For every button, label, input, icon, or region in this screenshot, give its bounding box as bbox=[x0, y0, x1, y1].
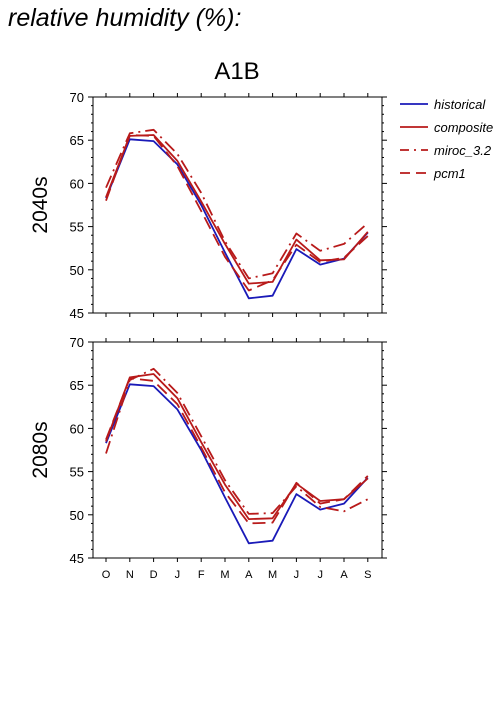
series-line-pcm1 bbox=[105, 134, 369, 292]
x-tick-label: D bbox=[150, 569, 158, 581]
x-tick-label: A bbox=[245, 569, 253, 581]
y-tick-label: 65 bbox=[70, 133, 84, 148]
x-tick-label: A bbox=[340, 569, 348, 581]
y-tick-label: 45 bbox=[70, 306, 84, 321]
series-line-composite bbox=[105, 373, 369, 520]
panel-2040s: 45 50 55 60 65 70 2040s bbox=[29, 90, 387, 321]
row-label-2080s: 2080s bbox=[29, 421, 52, 478]
legend-label-pcm1: pcm1 bbox=[433, 166, 466, 181]
series-line-pcm1 bbox=[105, 377, 369, 525]
legend-label-composite: composite bbox=[434, 120, 493, 135]
x-tick-label: J bbox=[294, 569, 300, 581]
y-tick-label: 60 bbox=[70, 176, 84, 191]
plot-frame bbox=[92, 341, 383, 559]
series-line-composite bbox=[105, 134, 369, 285]
y-tick-label: 50 bbox=[70, 263, 84, 278]
x-tick-label: O bbox=[102, 569, 111, 581]
series-line-miroc_3.2 bbox=[105, 128, 369, 280]
legend: historical composite miroc_3.2 pcm1 bbox=[400, 97, 493, 181]
y-tick-label: 65 bbox=[70, 378, 84, 393]
x-tick-label: M bbox=[268, 569, 277, 581]
series-line-historical bbox=[105, 138, 369, 300]
y-tick-label: 55 bbox=[70, 465, 84, 480]
y-tick-label: 70 bbox=[70, 90, 84, 105]
series-line-miroc_3.2 bbox=[105, 367, 369, 515]
row-label-2040s: 2040s bbox=[29, 176, 52, 233]
series-line-historical bbox=[105, 383, 369, 545]
y-tick-label: 50 bbox=[70, 508, 84, 523]
panel-title: A1B bbox=[214, 58, 259, 85]
page-title: relative humidity (%): bbox=[8, 4, 242, 32]
y-tick-label: 70 bbox=[70, 335, 84, 350]
plot-frame bbox=[92, 96, 383, 314]
x-tick-label: N bbox=[126, 569, 134, 581]
x-tick-label: S bbox=[364, 569, 371, 581]
y-tick-label: 60 bbox=[70, 421, 84, 436]
x-tick-label: J bbox=[317, 569, 323, 581]
y-tick-label: 45 bbox=[70, 551, 84, 566]
legend-label-historical: historical bbox=[434, 97, 486, 112]
x-tick-label: M bbox=[220, 569, 229, 581]
legend-label-miroc_3.2: miroc_3.2 bbox=[434, 143, 492, 158]
x-tick-label: J bbox=[175, 569, 181, 581]
y-tick-label: 55 bbox=[70, 220, 84, 235]
panel-2080s: 45 50 55 60 65 70 2080s bbox=[29, 335, 387, 566]
x-tick-label: F bbox=[198, 569, 205, 581]
